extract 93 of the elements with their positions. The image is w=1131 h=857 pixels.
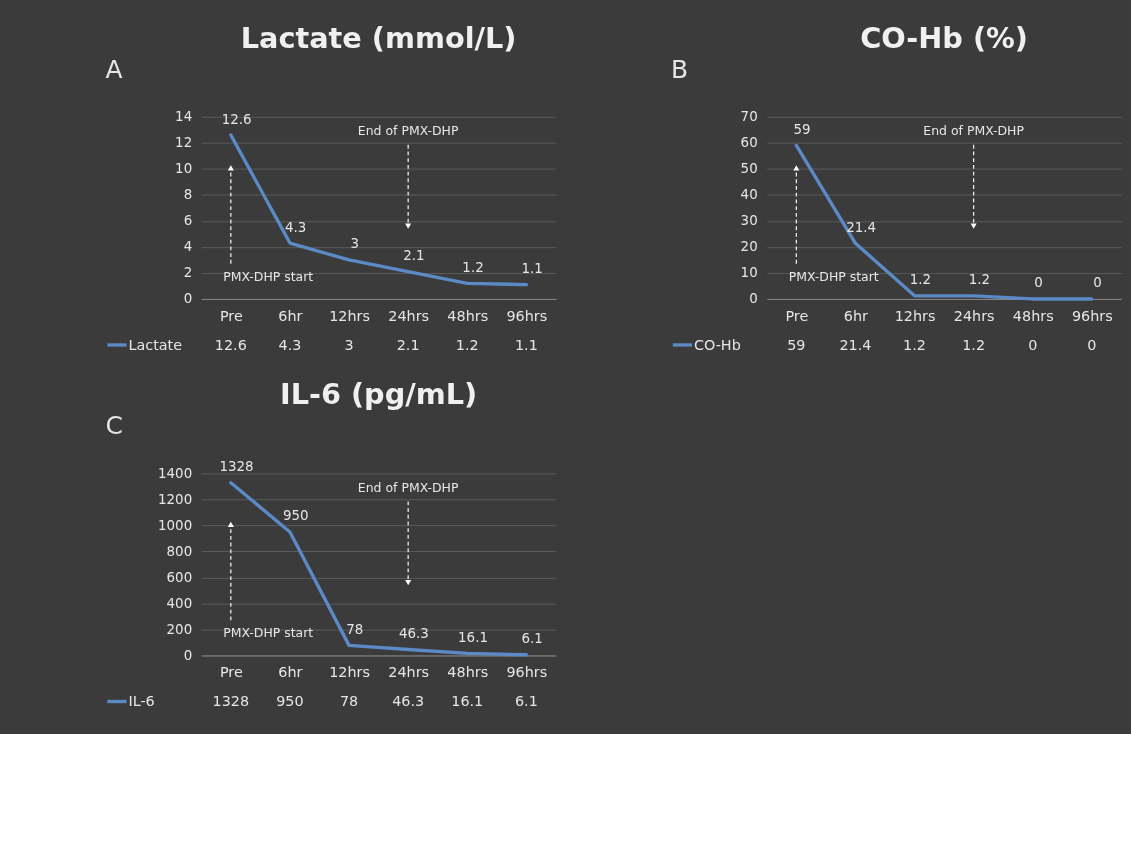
annotation: PMX-DHP start (223, 268, 314, 284)
y-tick-label: 14 (175, 109, 193, 125)
annotation: PMX-DHP start (788, 268, 879, 284)
y-tick-label: 60 (740, 135, 758, 151)
data-label: 3 (350, 236, 360, 252)
y-tick-label: 30 (740, 213, 758, 229)
data-label: 950 (282, 508, 309, 524)
annotation: PMX-DHP start (223, 625, 314, 641)
text: 4.3 (278, 336, 302, 353)
text: C (105, 411, 123, 441)
y-tick-label: 1200 (158, 491, 193, 507)
text: 0 (1087, 336, 1097, 353)
x-tick-label: 96hrs (1071, 307, 1113, 324)
text: 1.2 (962, 336, 986, 353)
x-tick-label: 24hrs (388, 664, 430, 681)
y-tick-label: 0 (749, 291, 758, 307)
text: 1.2 (455, 336, 479, 353)
data-label: 2.1 (403, 248, 425, 264)
y-tick-label: 1400 (158, 465, 193, 481)
data-label: 16.1 (458, 629, 488, 645)
annotation: End of PMX-DHP (923, 123, 1025, 139)
y-tick-label: 40 (740, 187, 758, 203)
y-tick-label: 10 (175, 161, 193, 177)
text: 3 (344, 336, 354, 353)
x-tick-label: 96hrs (506, 307, 548, 324)
data-label: 1.2 (909, 272, 931, 288)
annotation: End of PMX-DHP (357, 123, 459, 139)
text: 6.1 (514, 693, 538, 710)
data-label: 6.1 (521, 631, 543, 647)
chart-title: IL-6 (pg/mL) (280, 377, 478, 412)
text: A (105, 54, 123, 84)
y-tick-label: 1000 (158, 517, 193, 533)
x-tick-label: 48hrs (1012, 307, 1054, 324)
text: 1328 (212, 693, 250, 710)
y-tick-label: 70 (740, 109, 758, 125)
x-tick-label: Pre (785, 307, 809, 324)
x-tick-label: 6hr (843, 307, 869, 324)
y-tick-label: 50 (740, 161, 758, 177)
x-tick-label: 24hrs (388, 307, 430, 324)
text: B (670, 54, 689, 84)
x-tick-label: 96hrs (506, 664, 548, 681)
text: 950 (276, 693, 304, 710)
data-label: 1.2 (462, 259, 484, 275)
y-tick-label: 2 (183, 265, 193, 281)
y-tick-label: 800 (166, 543, 193, 559)
legend-label: IL-6 (128, 693, 155, 710)
data-label: 1328 (219, 459, 254, 475)
x-tick-label: 12hrs (329, 307, 370, 324)
y-tick-label: 20 (740, 239, 758, 255)
data-label: 0 (1034, 275, 1043, 291)
data-label: 1.1 (521, 261, 543, 277)
text: 78 (339, 693, 359, 710)
chart-title: Lactate (mmol/L) (240, 20, 517, 55)
y-tick-label: 0 (183, 291, 193, 307)
text: 0 (1028, 336, 1038, 353)
y-tick-label: 4 (183, 239, 193, 255)
y-tick-label: 8 (183, 187, 193, 203)
y-tick-label: 0 (183, 647, 193, 663)
data-label: 1.2 (968, 272, 991, 288)
data-label: 78 (346, 621, 364, 637)
x-tick-label: Pre (219, 307, 243, 324)
text: 46.3 (392, 693, 425, 710)
y-tick-label: 12 (175, 135, 193, 151)
legend-label: CO-Hb (693, 336, 741, 353)
x-tick-label: 24hrs (953, 307, 995, 324)
text: 1.2 (903, 336, 926, 353)
legend-label: Lactate (128, 336, 183, 353)
x-tick-label: 6hr (278, 664, 303, 681)
y-tick-label: 6 (183, 213, 193, 229)
x-tick-label: 48hrs (447, 664, 489, 681)
x-tick-label: 6hr (278, 307, 303, 324)
x-tick-label: 12hrs (329, 664, 370, 681)
text: 59 (787, 336, 806, 353)
y-tick-label: 10 (740, 265, 758, 281)
x-tick-label: Pre (219, 664, 243, 681)
annotation: End of PMX-DHP (357, 479, 459, 495)
text: 16.1 (451, 693, 484, 710)
text: 12.6 (214, 336, 247, 353)
data-label: 59 (793, 121, 811, 137)
data-label: 4.3 (285, 219, 307, 235)
x-tick-label: 12hrs (894, 307, 936, 324)
chart-title: CO-Hb (%) (860, 20, 1028, 55)
text: 1.1 (514, 336, 538, 353)
y-tick-label: 400 (166, 595, 193, 611)
text: 2.1 (396, 336, 420, 353)
data-label: 12.6 (221, 111, 252, 127)
data-label: 46.3 (398, 625, 429, 641)
y-tick-label: 600 (166, 569, 193, 585)
y-tick-label: 200 (166, 621, 193, 637)
data-label: 0 (1093, 275, 1102, 291)
text: 21.4 (839, 336, 872, 353)
x-tick-label: 48hrs (447, 307, 489, 324)
data-label: 21.4 (846, 219, 877, 235)
